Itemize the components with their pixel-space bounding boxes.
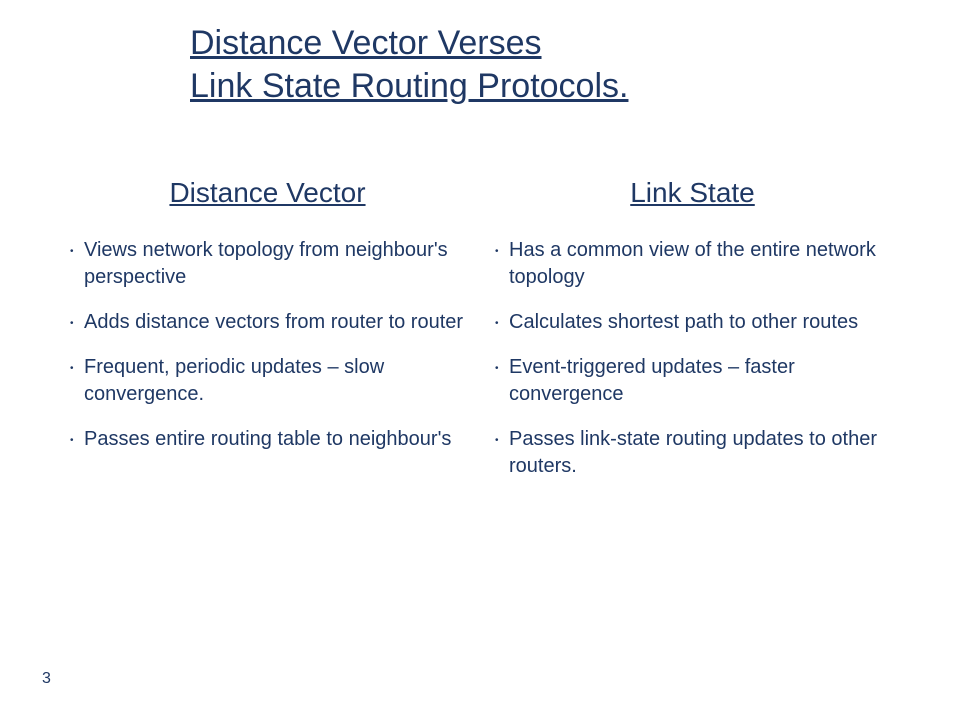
left-column: Distance Vector Views network topology f… [70,177,465,498]
left-heading: Distance Vector [70,177,465,209]
right-heading: Link State [495,177,890,209]
list-item: Passes link-state routing updates to oth… [495,426,890,480]
title-line-1: Distance Vector Verses [190,24,542,62]
right-list: Has a common view of the entire network … [495,237,890,480]
list-item: Frequent, periodic updates – slow conver… [70,354,465,408]
list-item: Passes entire routing table to neighbour… [70,426,465,453]
list-item: Has a common view of the entire network … [495,237,890,291]
list-item: Event-triggered updates – faster converg… [495,354,890,408]
page-number: 3 [42,670,51,688]
slide-title: Distance Vector Verses Link State Routin… [190,22,900,107]
list-item: Calculates shortest path to other routes [495,309,890,336]
left-list: Views network topology from neighbour's … [70,237,465,453]
list-item: Adds distance vectors from router to rou… [70,309,465,336]
right-column: Link State Has a common view of the enti… [495,177,890,498]
title-line-2: Link State Routing Protocols. [190,67,628,105]
list-item: Views network topology from neighbour's … [70,237,465,291]
slide: Distance Vector Verses Link State Routin… [0,0,960,720]
columns: Distance Vector Views network topology f… [60,177,900,498]
